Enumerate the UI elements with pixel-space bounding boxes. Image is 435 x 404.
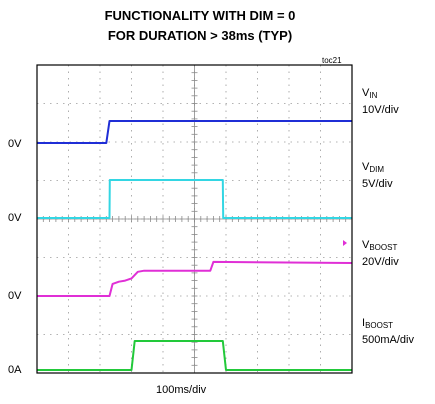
legend-vin: VIN 10V/div bbox=[362, 86, 399, 118]
x-axis-label: 100ms/div bbox=[156, 384, 207, 396]
plot-frame bbox=[36, 64, 353, 374]
legend-iboost-scale: 500mA/div bbox=[362, 334, 414, 346]
legend-vboost-sub: BOOST bbox=[369, 243, 398, 252]
trace-vdim bbox=[37, 179, 352, 219]
legend-vin-sub: IN bbox=[369, 91, 378, 100]
trace-iboost bbox=[37, 340, 352, 371]
legend-iboost-main: I bbox=[362, 317, 366, 329]
legend-vboost-main: V bbox=[362, 239, 370, 251]
legend-vdim-scale: 5V/div bbox=[362, 178, 393, 190]
trace-vboost bbox=[37, 260, 353, 297]
legend-vboost: VBOOST 20V/div bbox=[362, 238, 399, 270]
zero-label-vboost: 0V bbox=[8, 290, 22, 302]
zero-label-iboost: 0A bbox=[8, 364, 22, 376]
legend-iboost-sub: BOOST bbox=[365, 321, 394, 330]
legend-iboost: IBOOST 500mA/div bbox=[362, 316, 414, 348]
figure-tag: toc21 bbox=[322, 56, 342, 65]
legend-vin-scale: 10V/div bbox=[362, 104, 399, 116]
chart-title-line-2: FOR DURATION > 38ms (TYP) bbox=[107, 28, 293, 43]
trace-vin bbox=[37, 120, 352, 144]
channel-marker-vboost bbox=[343, 240, 347, 246]
zero-label-vin: 0V bbox=[8, 138, 22, 150]
legend-vdim-sub: DIM bbox=[369, 165, 385, 174]
legend-vdim-main: V bbox=[362, 161, 370, 173]
legend-vdim: VDIM 5V/div bbox=[362, 160, 393, 192]
chart-title-line-1: FUNCTIONALITY WITH DIM = 0 bbox=[104, 8, 296, 23]
legend-vboost-scale: 20V/div bbox=[362, 256, 399, 268]
zero-label-vdim: 0V bbox=[8, 212, 22, 224]
legend-vin-main: V bbox=[362, 87, 370, 99]
